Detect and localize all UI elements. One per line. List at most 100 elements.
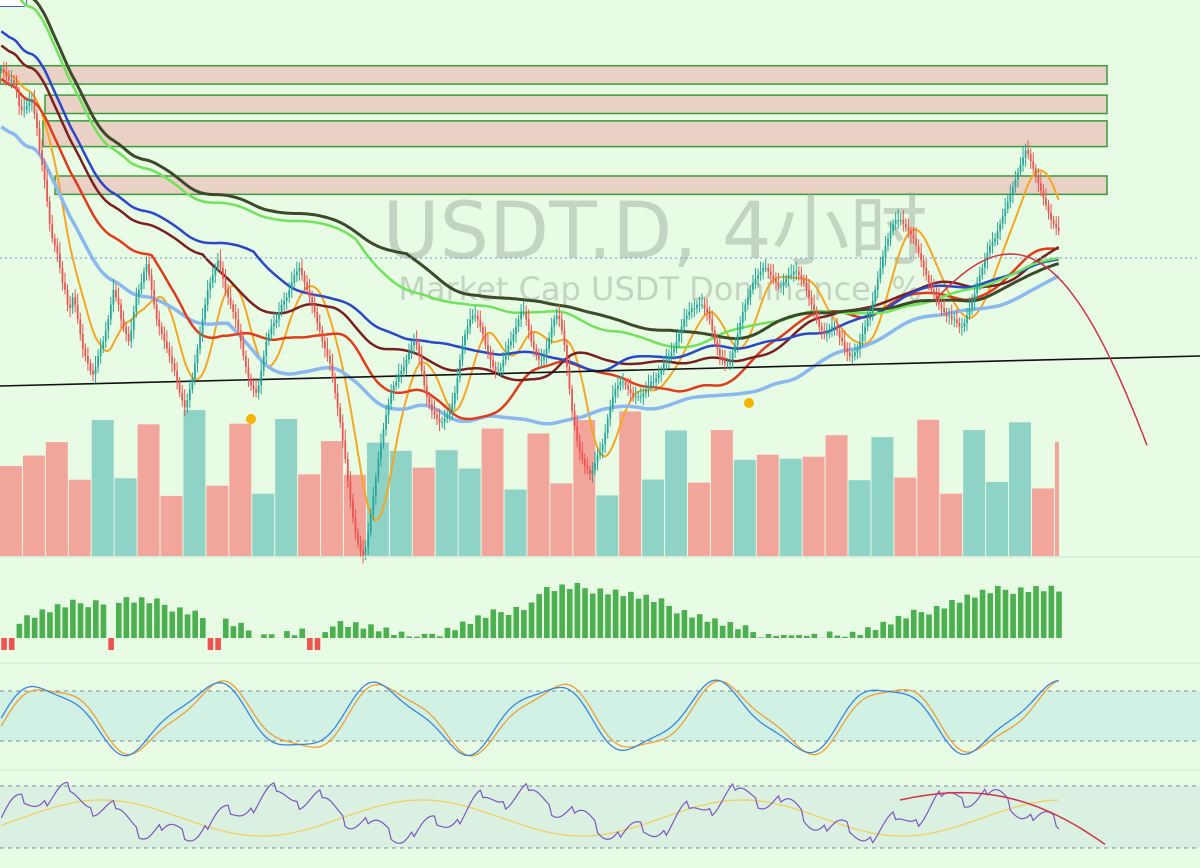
candle-body [634,396,637,398]
candle-body [762,267,765,272]
candle-body [326,348,329,357]
candle-body [1001,216,1004,224]
candle-body [209,282,212,290]
candle-body [864,326,866,335]
macd-bar [215,638,221,650]
stochastic-pane [0,679,1200,757]
candle-body [392,385,395,393]
candle-body [601,444,604,452]
candle-body [588,470,591,474]
macd-bar [62,607,69,638]
candle-body [359,543,362,551]
macd-bar [651,602,657,638]
macd-bar [85,607,91,638]
candle-body [739,322,742,335]
candle-body [874,289,877,301]
candle-body [833,326,836,328]
candle-body [678,334,680,342]
candle-body [224,278,227,290]
candle-body [158,319,161,327]
candle-body [983,260,986,268]
candle-body [876,278,879,290]
candle-body [183,400,186,408]
candle-body [746,297,749,305]
macd-bar [910,609,917,638]
watermark-title: USDT.D, 4小时 [382,187,927,277]
volume-bar [848,480,871,556]
macd-bar [834,635,841,638]
candle-body [606,418,609,434]
candle-body [973,293,976,301]
macd-bar [429,633,435,638]
macd-bar [329,626,336,638]
macd-bar [490,609,497,638]
candle-body [576,425,579,441]
candle-body [915,238,917,246]
candle-body [971,300,973,309]
candle-body [339,407,342,423]
candle-body [168,348,171,357]
candle-body [578,440,581,452]
candle-body [950,315,953,320]
macd-bar [192,610,198,638]
candle-body [459,359,461,379]
candle-body [693,308,696,310]
macd-bar [47,612,53,638]
volume-bar [642,479,665,556]
macd-bar [16,623,23,638]
candle-body [237,319,240,331]
macd-bar [551,591,558,638]
candle-body [517,319,520,327]
candle-body [553,319,556,327]
volume-bar [619,411,642,556]
candle-body [853,352,856,357]
macd-bar [360,628,367,638]
volume-bar [206,485,229,556]
candle-body [599,451,601,456]
candle-body [790,275,793,277]
candle-body [413,341,415,346]
candle-body [708,311,711,320]
candle-body [897,220,900,222]
macd-bar [926,614,932,638]
candle-body [657,374,660,379]
macd-bar [880,621,886,638]
candle-body [690,308,693,312]
forecast-line [934,253,1148,446]
candle-body [632,392,635,397]
candle-body [140,282,143,290]
candle-body [186,400,189,408]
volume-bar [596,495,619,556]
corner-tab[interactable] [0,0,27,7]
candle-body [402,367,405,371]
macd-bar [597,588,604,638]
candle-body [390,392,393,404]
candle-body [989,245,991,254]
candle-body [721,356,724,360]
candle-body [925,267,928,276]
candle-body [191,378,194,390]
candle-body [349,481,352,500]
candle-body [869,311,872,320]
candle-body [785,278,787,283]
volume-bar [550,483,573,556]
candle-body [130,330,133,342]
candle-body [219,260,222,268]
candle-body [619,381,622,386]
candle-body [438,418,441,423]
macd-bar [8,638,15,650]
volume-bar [298,474,321,556]
candle-body [448,411,451,415]
candle-body [178,381,181,393]
candle-body [729,359,731,364]
volume-bar [481,428,504,556]
watermark-subtitle: Market Cap USDT Dominance, % [398,270,921,308]
candle-body [484,334,487,346]
candle-body [716,341,719,349]
candle-body [48,201,51,224]
candle-body [757,275,759,279]
candle-body [474,315,477,317]
candle-body [571,389,573,412]
macd-bar [70,599,76,638]
